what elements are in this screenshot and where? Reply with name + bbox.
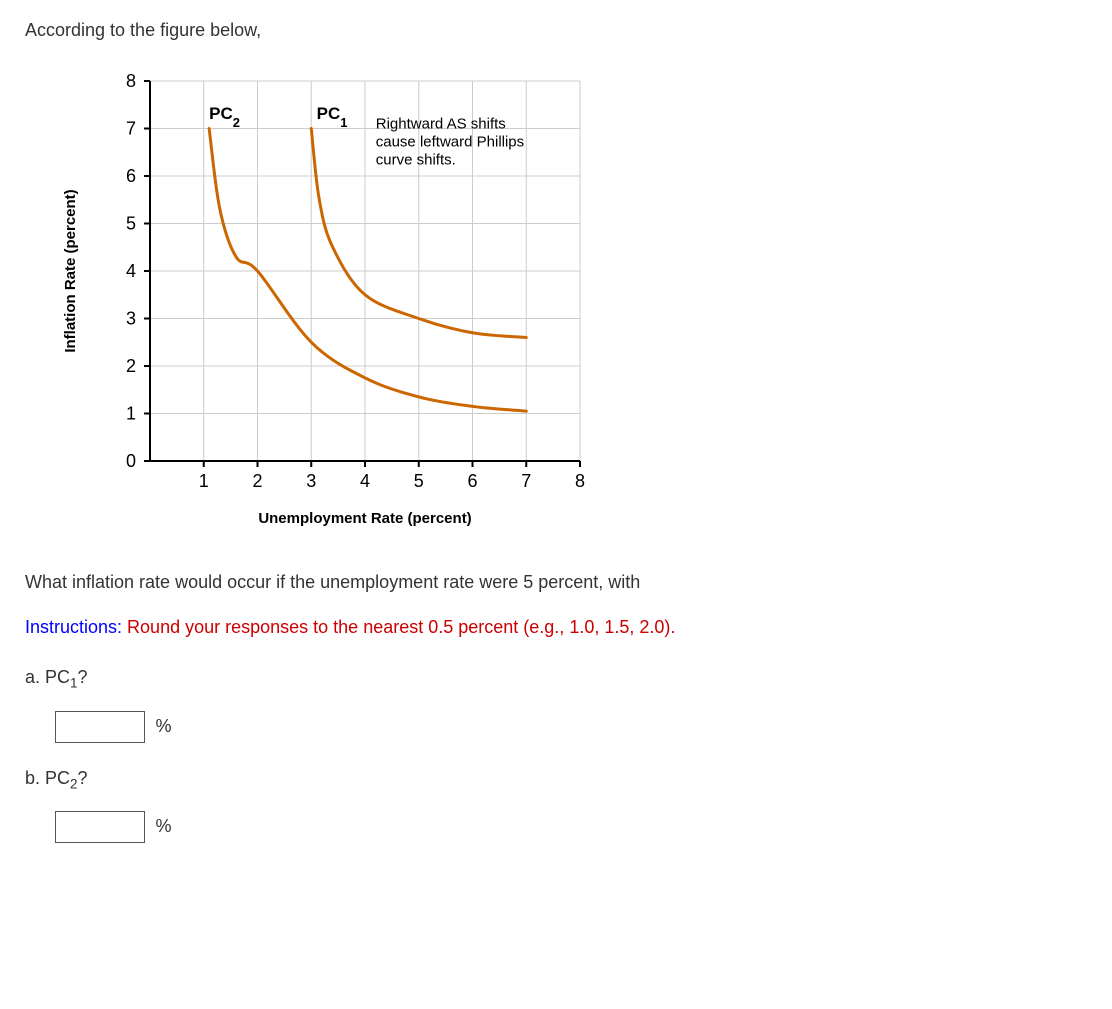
instructions-label: Instructions: (25, 617, 122, 637)
svg-text:2: 2 (252, 471, 262, 491)
svg-text:6: 6 (126, 166, 136, 186)
subq-b-sub: 2 (70, 776, 78, 791)
prompt-text: According to the figure below, (25, 20, 1087, 41)
pc1-input[interactable] (55, 711, 145, 743)
input-row-a: % (55, 711, 1087, 743)
instructions-text: Instructions: Round your responses to th… (25, 613, 1087, 642)
svg-text:6: 6 (467, 471, 477, 491)
svg-text:5: 5 (414, 471, 424, 491)
svg-text:7: 7 (521, 471, 531, 491)
unit-a: % (155, 716, 171, 736)
input-row-b: % (55, 811, 1087, 843)
svg-text:8: 8 (126, 71, 136, 91)
svg-text:7: 7 (126, 119, 136, 139)
unit-b: % (155, 816, 171, 836)
subq-b-pre: b. PC (25, 768, 70, 788)
svg-text:0: 0 (126, 451, 136, 471)
svg-text:PC1: PC1 (317, 104, 348, 130)
subq-b-post: ? (78, 768, 88, 788)
svg-text:Inflation Rate (percent): Inflation Rate (percent) (62, 189, 79, 352)
pc2-input[interactable] (55, 811, 145, 843)
svg-text:3: 3 (126, 309, 136, 329)
svg-text:Rightward AS shifts: Rightward AS shifts (376, 116, 506, 133)
subquestion-a: a. PC1? (25, 667, 1087, 691)
subq-a-pre: a. PC (25, 667, 70, 687)
svg-text:1: 1 (199, 471, 209, 491)
instructions-detail: Round your responses to the nearest 0.5 … (122, 617, 675, 637)
svg-text:1: 1 (126, 404, 136, 424)
svg-text:5: 5 (126, 214, 136, 234)
subq-a-post: ? (78, 667, 88, 687)
svg-text:4: 4 (126, 261, 136, 281)
svg-text:cause leftward Phillips: cause leftward Phillips (376, 134, 524, 151)
svg-text:3: 3 (306, 471, 316, 491)
svg-text:2: 2 (126, 356, 136, 376)
svg-text:4: 4 (360, 471, 370, 491)
question-text: What inflation rate would occur if the u… (25, 566, 1087, 598)
subquestion-b: b. PC2? (25, 768, 1087, 792)
phillips-curve-chart: 1 2 3 4 5 6 7 8 0 1 2 3 4 5 6 7 8 Unemployment Rate (perc… (55, 61, 1087, 536)
svg-text:8: 8 (575, 471, 585, 491)
svg-text:PC2: PC2 (209, 104, 240, 130)
svg-text:curve shifts.: curve shifts. (376, 152, 456, 169)
svg-text:Unemployment Rate (percent): Unemployment Rate (percent) (258, 510, 471, 527)
chart-svg: 1 2 3 4 5 6 7 8 0 1 2 3 4 5 6 7 8 Unemployment Rate (perc… (55, 61, 615, 531)
subq-a-sub: 1 (70, 676, 78, 691)
